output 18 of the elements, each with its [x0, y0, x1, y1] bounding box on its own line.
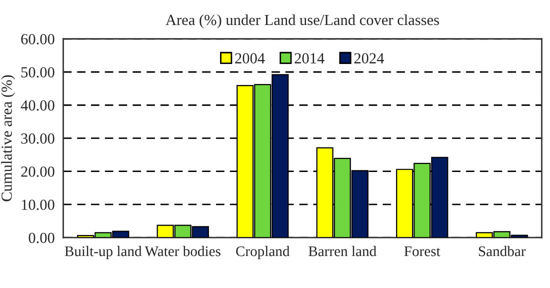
y-tick-label: 30.00	[21, 133, 54, 144]
y-tick-label: 40.00	[20, 100, 54, 111]
y-axis-title: Cumulative area (%)	[1, 75, 15, 202]
x-tick-label: Barren land	[308, 246, 376, 256]
y-tick-label: 0.00	[28, 232, 54, 244]
x-tick-label: Cropland	[236, 246, 290, 260]
x-tick-label: Built-up land	[64, 246, 142, 260]
y-tick-label: 60.00	[21, 34, 54, 44]
legend-label: 2014	[294, 53, 324, 64]
y-tick-label: 10.00	[22, 200, 54, 210]
legend-label: 2004	[235, 53, 265, 64]
y-tick-label: 20.00	[21, 166, 54, 177]
legend-label: 2024	[354, 53, 384, 64]
x-tick-label: Water bodies	[144, 246, 220, 256]
chart-title: Area (%) under Land use/Land cover classes	[166, 14, 439, 28]
y-tick-label: 50.00	[21, 67, 54, 78]
x-tick-label: Forest	[404, 246, 440, 256]
x-tick-label: Sandbar	[478, 246, 526, 256]
